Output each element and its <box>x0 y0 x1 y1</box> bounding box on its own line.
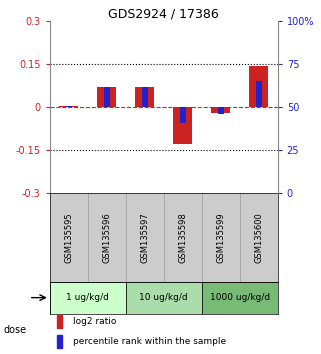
Text: dose: dose <box>3 325 26 335</box>
Text: percentile rank within the sample: percentile rank within the sample <box>73 337 226 346</box>
Bar <box>202 282 278 314</box>
Bar <box>50 282 126 314</box>
Text: 10 ug/kg/d: 10 ug/kg/d <box>139 293 188 302</box>
Bar <box>249 66 268 107</box>
Bar <box>97 87 116 107</box>
Bar <box>135 87 154 107</box>
Text: GSM135595: GSM135595 <box>64 212 73 263</box>
Text: GSM135598: GSM135598 <box>178 212 187 263</box>
Text: log2 ratio: log2 ratio <box>73 318 116 326</box>
Bar <box>126 282 202 314</box>
Text: 1000 ug/kg/d: 1000 ug/kg/d <box>210 293 270 302</box>
Bar <box>59 106 78 107</box>
Bar <box>104 87 109 107</box>
Text: GSM135600: GSM135600 <box>254 212 263 263</box>
Bar <box>173 107 192 144</box>
Bar <box>56 315 62 329</box>
Title: GDS2924 / 17386: GDS2924 / 17386 <box>108 7 219 20</box>
Bar <box>218 107 223 114</box>
Bar <box>180 107 186 123</box>
Bar <box>142 87 148 107</box>
Text: 1 ug/kg/d: 1 ug/kg/d <box>66 293 109 302</box>
Bar <box>66 105 72 107</box>
Text: GSM135596: GSM135596 <box>102 212 111 263</box>
Bar <box>56 335 62 348</box>
Text: GSM135597: GSM135597 <box>140 212 149 263</box>
Text: GSM135599: GSM135599 <box>216 212 225 263</box>
Bar <box>211 107 230 113</box>
Bar <box>256 81 262 107</box>
